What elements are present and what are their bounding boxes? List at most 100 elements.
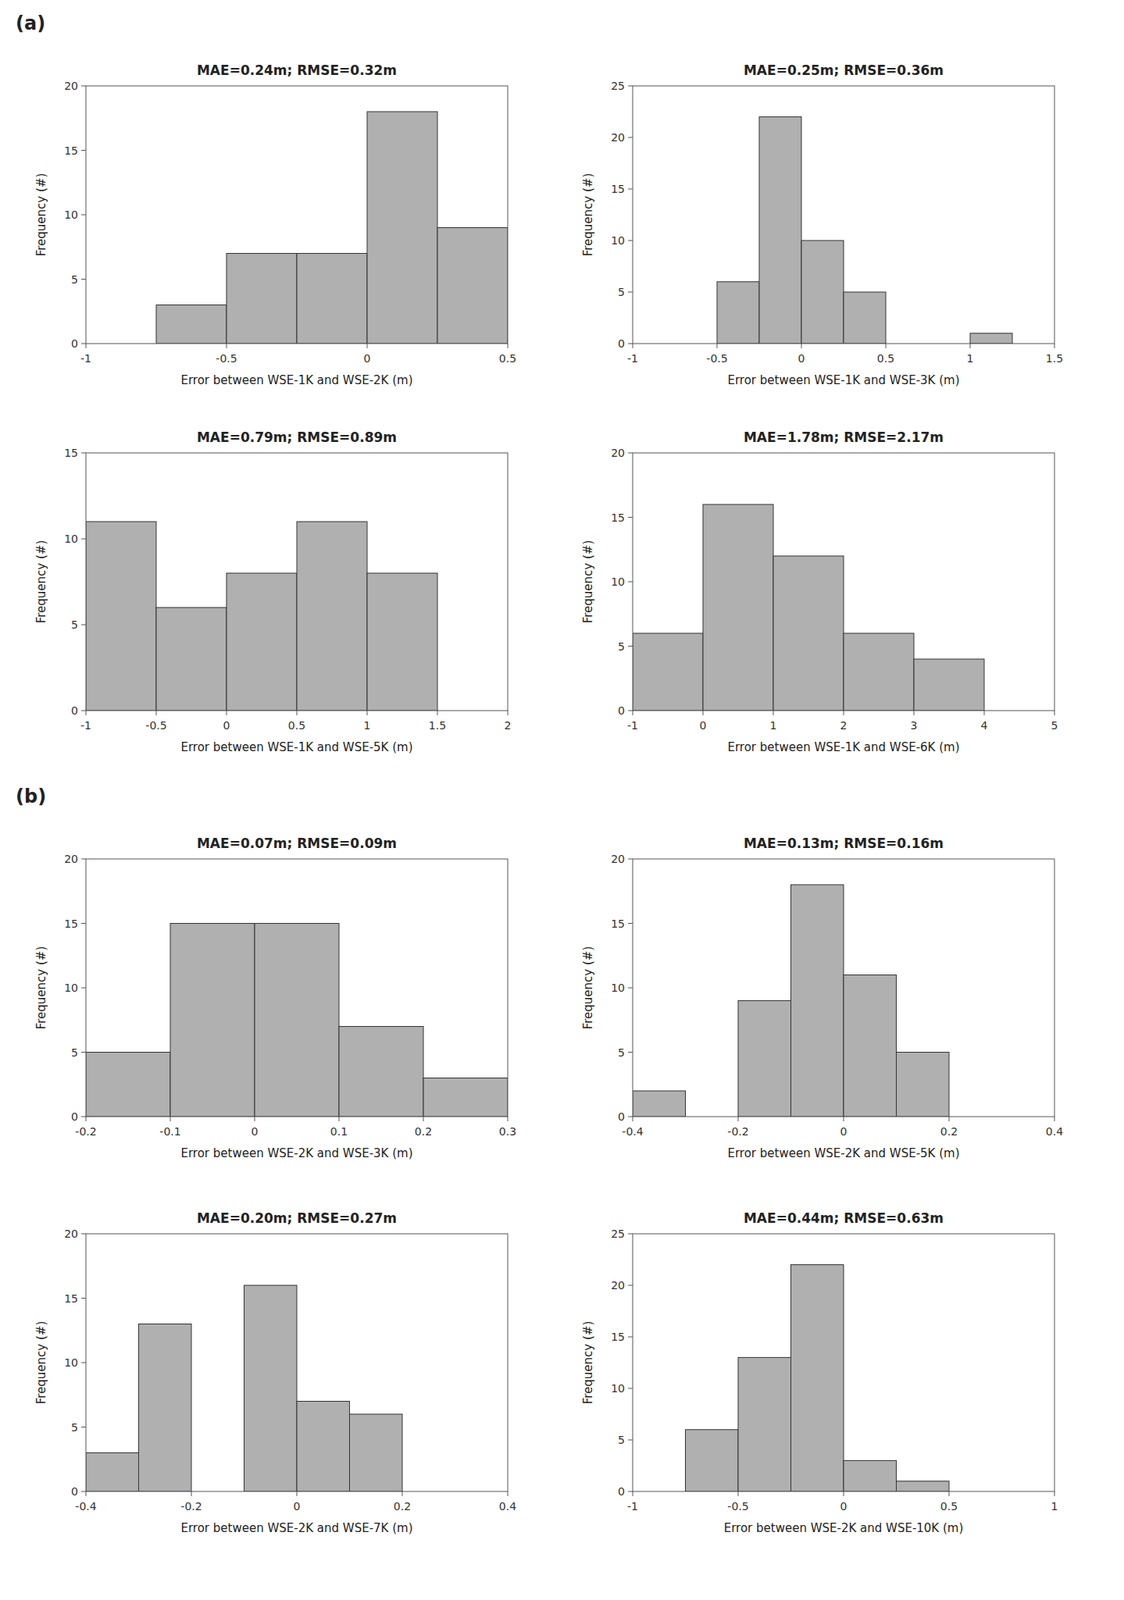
bar	[843, 633, 914, 711]
x-tick	[632, 710, 634, 716]
y-tick-label: 5	[617, 640, 625, 653]
bar	[843, 292, 886, 344]
x-tick	[191, 1491, 193, 1497]
plot-frame	[85, 453, 508, 711]
x-tick-label: -0.2	[727, 1125, 749, 1139]
x-tick	[170, 1116, 172, 1122]
y-tick	[628, 988, 633, 989]
section-label: (a)	[15, 12, 46, 35]
y-tick-label: 5	[71, 618, 79, 632]
x-axis-label: Error between WSE-1K and WSE-6K (m)	[727, 740, 960, 755]
x-tick	[717, 343, 718, 349]
panel-title: MAE=0.24m; RMSE=0.32m	[196, 62, 397, 79]
x-tick-label: 0	[699, 719, 707, 732]
x-tick	[801, 343, 803, 349]
y-tick-label: 20	[610, 446, 625, 460]
x-tick	[423, 1116, 425, 1122]
y-tick	[628, 85, 633, 87]
bar	[226, 573, 297, 711]
y-tick	[628, 581, 633, 583]
y-tick	[628, 859, 633, 860]
y-tick	[628, 1491, 633, 1493]
y-tick-label: 25	[610, 79, 625, 93]
y-tick-label: 0	[617, 1110, 625, 1124]
x-tick-label: 0.2	[940, 1125, 958, 1139]
y-tick	[81, 214, 86, 216]
x-tick	[226, 710, 228, 716]
y-tick-label: 10	[610, 575, 625, 589]
bar	[773, 556, 844, 711]
y-tick-label: 5	[617, 285, 625, 299]
bar	[423, 1078, 508, 1118]
y-tick	[81, 1298, 86, 1299]
x-tick-label: 0.5	[499, 352, 517, 365]
y-tick-label: 10	[64, 208, 79, 222]
y-tick	[628, 1285, 633, 1287]
y-tick-label: 10	[610, 981, 625, 995]
x-tick-label: 0	[363, 352, 372, 365]
x-tick-label: 1	[770, 719, 778, 732]
x-tick-label: 0	[251, 1125, 259, 1139]
x-tick	[1054, 1116, 1056, 1122]
x-tick	[773, 710, 775, 716]
x-tick	[843, 710, 845, 716]
y-tick	[628, 1440, 633, 1442]
x-tick	[1054, 710, 1056, 716]
bars	[632, 884, 950, 1117]
y-tick-label: 0	[617, 704, 625, 718]
y-tick	[81, 1363, 86, 1364]
x-tick	[632, 343, 634, 349]
bar	[367, 111, 438, 344]
y-axis-label: Frequency (#)	[34, 946, 49, 1031]
x-tick-label: 1.5	[1045, 352, 1064, 365]
plot-frame	[85, 859, 508, 1117]
x-tick-label: -0.1	[159, 1125, 181, 1139]
y-tick	[628, 1388, 633, 1390]
y-tick-label: 20	[64, 852, 79, 866]
bar	[913, 659, 985, 711]
y-axis-label: Frequency (#)	[34, 173, 49, 257]
x-tick-label: -0.4	[74, 1500, 97, 1513]
x-tick-label: 0	[798, 352, 806, 365]
bar	[896, 1052, 950, 1118]
bar	[156, 607, 227, 711]
x-tick-label: -1	[627, 352, 639, 365]
panel: MAE=1.78m; RMSE=2.17m-101234505101520Err…	[581, 429, 1058, 755]
x-tick	[156, 710, 158, 716]
bar	[437, 228, 508, 345]
y-tick-label: 20	[610, 1279, 625, 1292]
bar	[170, 924, 255, 1118]
panel-title: MAE=0.20m; RMSE=0.27m	[196, 1210, 397, 1227]
y-tick-label: 15	[610, 511, 625, 525]
y-tick	[81, 1116, 86, 1118]
y-tick-label: 10	[610, 1382, 625, 1396]
x-tick-label: 0.5	[877, 352, 895, 365]
bar	[685, 1430, 739, 1492]
y-tick	[628, 1116, 633, 1118]
x-tick-label: -1	[627, 719, 639, 732]
y-tick-label: 25	[610, 1227, 625, 1241]
y-tick-label: 20	[610, 852, 625, 866]
y-tick-label: 10	[64, 532, 79, 546]
x-tick-label: 0	[223, 719, 231, 732]
x-tick	[949, 1491, 950, 1497]
y-tick	[628, 1052, 633, 1053]
y-tick-label: 20	[610, 131, 625, 144]
y-axis-label: Frequency (#)	[34, 1321, 49, 1406]
plot-frame	[632, 85, 1055, 344]
bars	[85, 1285, 403, 1492]
x-axis-label: Error between WSE-2K and WSE-5K (m)	[727, 1146, 960, 1161]
figure: (a)MAE=0.24m; RMSE=0.32m-1-0.500.5051015…	[0, 0, 1124, 1600]
bar	[367, 573, 438, 711]
x-tick	[85, 343, 87, 349]
x-axis-label: Error between WSE-1K and WSE-5K (m)	[180, 740, 413, 755]
y-tick-label: 15	[610, 917, 625, 931]
x-tick-label: -1	[80, 352, 92, 365]
y-tick	[628, 517, 633, 518]
y-axis-label: Frequency (#)	[581, 1321, 596, 1406]
x-tick	[738, 1491, 739, 1497]
y-tick-label: 15	[610, 182, 625, 196]
x-tick-label: 0	[840, 1500, 848, 1513]
x-tick-label: -0.4	[621, 1125, 643, 1139]
x-tick-label: 2	[504, 719, 512, 732]
